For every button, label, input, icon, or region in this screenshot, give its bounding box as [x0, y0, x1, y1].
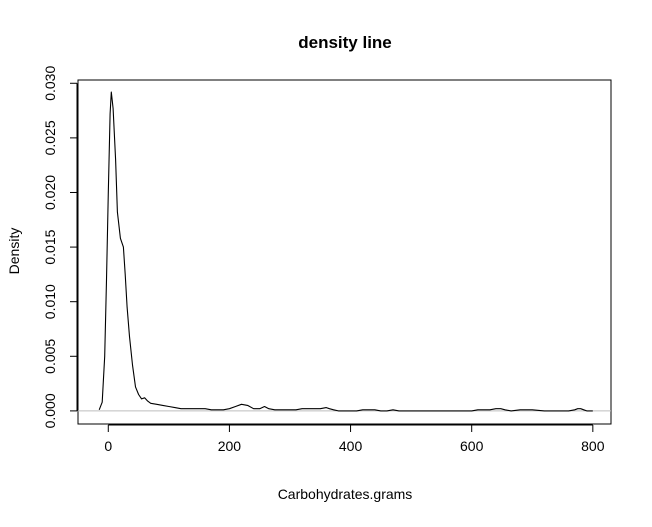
plot-area: 0 200 400 600 800 0.000 0.005 0.010 0.015 0.020 0.… [42, 66, 612, 454]
y-axis-label: Density [6, 228, 22, 275]
x-tick-label: 0 [104, 438, 112, 454]
x-axis-label: Carbohydrates.grams [278, 486, 413, 502]
x-tick-label: 600 [460, 438, 484, 454]
y-tick-label: 0.015 [42, 229, 58, 264]
y-tick-label: 0.005 [42, 339, 58, 374]
density-line [98, 91, 593, 412]
y-tick-label: 0.000 [42, 393, 58, 428]
y-tick-label: 0.025 [42, 120, 58, 155]
x-tick-label: 800 [581, 438, 605, 454]
chart-title: density line [298, 33, 392, 52]
y-tick-label: 0.030 [42, 66, 58, 101]
x-tick-label: 200 [218, 438, 242, 454]
x-tick-label: 400 [339, 438, 363, 454]
plot-frame [77, 79, 612, 425]
y-tick-label: 0.020 [42, 175, 58, 210]
y-tick-label: 0.010 [42, 284, 58, 319]
